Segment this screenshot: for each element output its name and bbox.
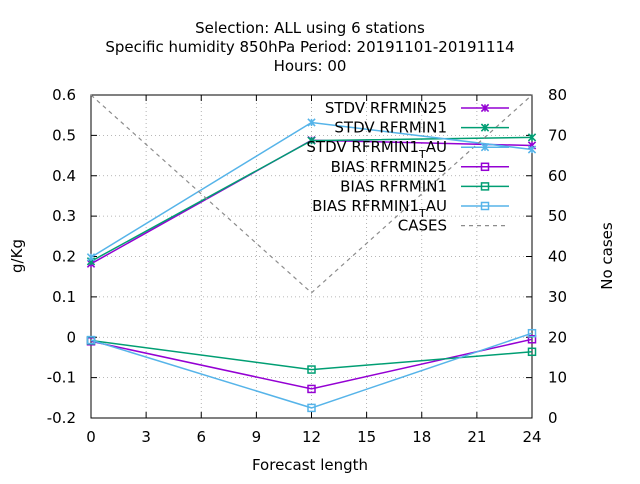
legend-label-part: AU xyxy=(426,197,447,215)
legend-marker-3 xyxy=(480,162,490,172)
legend-label-part: BIAS RFRMIN1 xyxy=(312,197,419,215)
chart-title-line-3: Hours: 00 xyxy=(274,57,347,75)
y2-tick-label: 20 xyxy=(548,328,567,346)
legend-label-5: BIAS RFRMIN1TAU xyxy=(312,197,447,220)
y2-tick-label: 50 xyxy=(548,207,567,225)
series-5-point xyxy=(86,335,96,345)
y-tick-label: 0.6 xyxy=(52,86,76,104)
series-4-point xyxy=(527,347,537,357)
y-tick-label: -0.2 xyxy=(47,409,76,427)
series-1-point xyxy=(527,133,537,142)
series-4-point xyxy=(307,365,316,374)
series-5-point xyxy=(307,403,316,413)
y2-tick-label: 0 xyxy=(548,409,558,427)
series-1-point xyxy=(307,136,316,145)
y2-axis-label: No cases xyxy=(598,222,616,290)
legend-label-0: STDV RFRMIN25 xyxy=(325,99,447,117)
legend-label-3: BIAS RFRMIN25 xyxy=(331,158,447,176)
series-2-point xyxy=(527,145,537,154)
legend-label-2: STDV RFRMIN1TAU xyxy=(306,138,447,161)
legend-label-4: BIAS RFRMIN1 xyxy=(340,177,447,195)
series-line-5 xyxy=(90,332,533,409)
x-tick-label: 21 xyxy=(467,428,486,446)
y-tick-label: 0.2 xyxy=(52,248,76,266)
y2-tick-label: 60 xyxy=(548,167,567,185)
legend-marker-1 xyxy=(480,123,490,132)
y-tick-label: 0.1 xyxy=(52,288,76,306)
series-line-3 xyxy=(90,338,533,390)
series-5-point xyxy=(527,328,537,338)
y-tick-label: 0 xyxy=(66,328,76,346)
legend-label-6: CASES xyxy=(398,217,447,235)
chart-title-line-2: Specific humidity 850hPa Period: 2019110… xyxy=(105,38,514,56)
series-3-point xyxy=(307,384,316,394)
x-axis-label: Forecast length xyxy=(252,456,368,474)
x-tick-label: 18 xyxy=(412,428,431,446)
series-2-point xyxy=(307,118,316,127)
y-tick-label: 0.3 xyxy=(52,207,76,225)
legend-label-1: STDV RFRMIN1 xyxy=(334,119,447,137)
legend-marker-5 xyxy=(480,201,490,211)
y-tick-label: 0.5 xyxy=(52,126,76,144)
x-tick-label: 15 xyxy=(357,428,376,446)
legend-label-part: STDV RFRMIN1 xyxy=(306,138,419,156)
legend-label-subscript: T xyxy=(418,207,426,220)
series-3-point xyxy=(527,335,537,344)
y-tick-label: -0.1 xyxy=(47,369,76,387)
series-line-6 xyxy=(90,94,533,294)
x-tick-label: 9 xyxy=(252,428,262,446)
legend-marker-0 xyxy=(480,103,490,113)
y2-tick-label: 70 xyxy=(548,126,567,144)
y2-tick-label: 10 xyxy=(548,369,567,387)
series-2-point xyxy=(86,253,96,262)
chart-title-line-1: Selection: ALL using 6 stations xyxy=(195,19,425,37)
x-tick-label: 3 xyxy=(141,428,151,446)
y-tick-label: 0.4 xyxy=(52,167,76,185)
x-tick-label: 12 xyxy=(302,428,321,446)
y-axis-label: g/Kg xyxy=(8,239,26,273)
y2-tick-label: 40 xyxy=(548,248,567,266)
x-tick-label: 0 xyxy=(86,428,96,446)
legend-marker-2 xyxy=(480,143,490,152)
y2-tick-label: 30 xyxy=(548,288,567,306)
legend-marker-4 xyxy=(480,182,490,191)
x-tick-label: 24 xyxy=(522,428,541,446)
legend-label-part: AU xyxy=(426,138,447,156)
x-tick-label: 6 xyxy=(196,428,206,446)
legend-label-subscript: T xyxy=(418,148,426,161)
y2-tick-label: 80 xyxy=(548,86,567,104)
